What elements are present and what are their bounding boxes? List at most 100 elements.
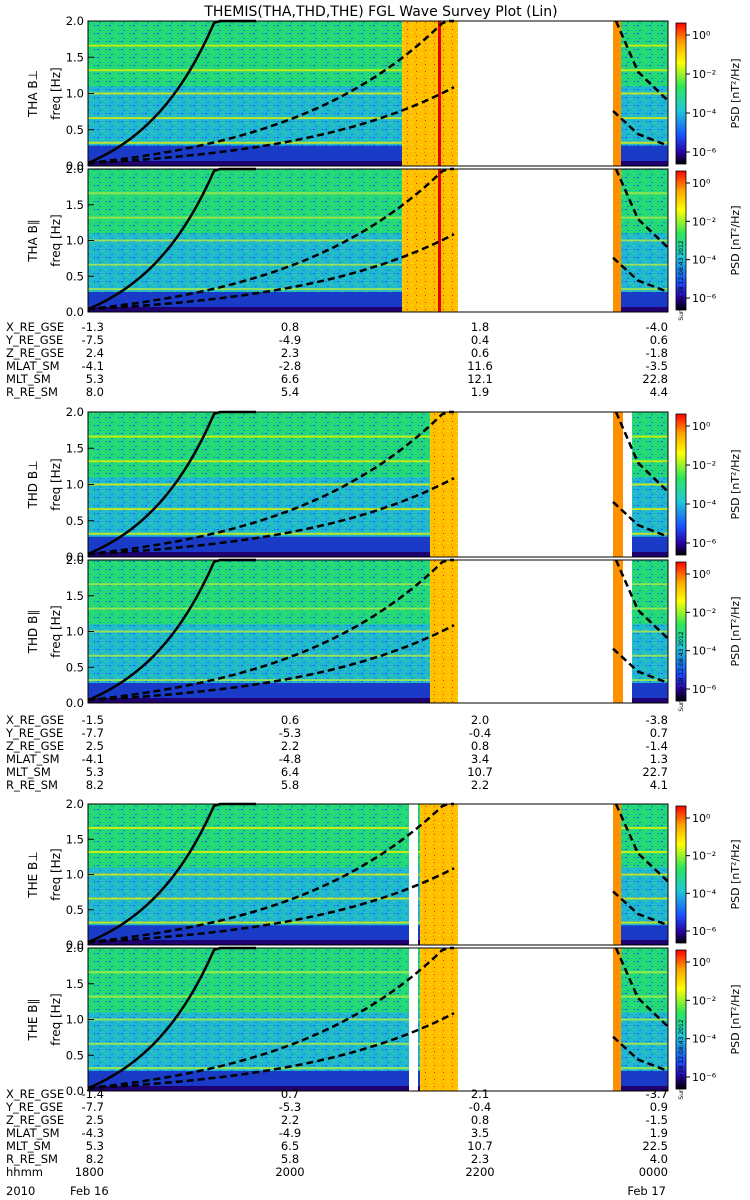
gyro-frequency-curve	[87, 19, 454, 165]
spectrogram-panels: 0.0 0.5 1.0 1.5 2.0 THA B⊥ freq [Hz] 10⁰ 10⁻² 10⁻…	[26, 14, 742, 1100]
colorbar	[675, 413, 687, 556]
panel-label: THD B∥	[26, 610, 40, 655]
gyro-frequency-curve	[87, 624, 455, 702]
ephemeris-value: 0.8	[281, 320, 299, 334]
frequency-axis-label: freq [Hz]	[49, 214, 63, 266]
ephemeris-value: -4.3	[82, 1126, 104, 1140]
plot-timestamp: Sun Sep 18 12:08:43 2012	[678, 240, 685, 320]
data-gap	[622, 560, 632, 703]
data-gap	[622, 412, 632, 557]
y-tick-label: 0.5	[66, 123, 84, 137]
colorbar-tick-label: 10⁻²	[692, 994, 716, 1007]
y-tick-label: 0.0	[66, 1084, 84, 1098]
colorbar	[675, 805, 687, 944]
gyro-frequency-curve	[614, 411, 669, 493]
y-tick-label: 0.0	[66, 696, 84, 710]
burst-band	[613, 412, 623, 557]
colorbar-tick-label: 10⁰	[692, 177, 711, 190]
y-tick-label: 1.0	[66, 87, 84, 101]
ephemeris-value: -3.5	[646, 359, 668, 373]
ephemeris-value: -4.0	[646, 320, 668, 334]
colorbar-tick-label: 10⁰	[692, 29, 711, 42]
ephemeris-value: 4.4	[650, 385, 668, 399]
gyro-frequency-curve	[614, 20, 669, 102]
y-tick-label: 2.0	[66, 405, 84, 419]
data-gap	[409, 948, 418, 1091]
colorbar-tick-label: 10⁻⁶	[692, 292, 717, 305]
colorbar	[675, 561, 687, 702]
frequency-axis-label: freq [Hz]	[49, 605, 63, 657]
colorbar	[675, 170, 687, 311]
gyro-frequency-curve	[614, 559, 669, 640]
ephemeris-value: 12.1	[467, 372, 493, 386]
ephemeris-value: 3.4	[471, 752, 489, 766]
chart-title: THEMIS(THA,THD,THE) FGL Wave Survey Plot…	[203, 4, 557, 20]
colorbar-tick-label: 10⁻⁶	[692, 537, 717, 550]
burst-band	[613, 560, 623, 703]
ephemeris-value: -4.9	[279, 333, 301, 347]
lowest-frequency-band	[88, 161, 668, 166]
ephemeris-value: 5.8	[281, 1152, 299, 1166]
ephemeris-value: 6.5	[281, 1139, 299, 1153]
ephemeris-value: 6.6	[281, 372, 299, 386]
ephemeris-value: 5.3	[86, 372, 104, 386]
ephemeris-value: 2200	[465, 1165, 494, 1179]
ephemeris-value: 10.7	[467, 765, 493, 779]
panel-label: THE B⊥	[26, 851, 40, 898]
gyro-frequency-curve	[87, 1012, 455, 1090]
ephemeris-value: 3.5	[471, 1126, 489, 1140]
colorbar-tick-label: 10⁻²	[692, 850, 716, 863]
ephemeris-row-name: Z_RE_GSE	[6, 739, 64, 753]
frequency-axis-label: freq [Hz]	[49, 67, 63, 119]
gyro-frequency-curve	[87, 802, 454, 944]
colorbar-tick-label: 10⁻⁴	[692, 107, 717, 120]
ephemeris-value: 22.7	[642, 765, 668, 779]
y-tick-label: 1.5	[66, 977, 84, 991]
ephemeris-value: 8.0	[86, 385, 104, 399]
colorbar-tick-label: 10⁻⁶	[692, 683, 717, 696]
y-tick-label: 0.0	[66, 550, 84, 564]
ephemeris-value: -7.7	[82, 726, 104, 740]
burst-band	[613, 948, 621, 1091]
ephemeris-value: 6.4	[281, 765, 299, 779]
ephemeris-row-name: X_RE_GSE	[6, 713, 64, 727]
colorbar-tick-label: 10⁻⁴	[692, 498, 717, 511]
ephemeris-value: 10.7	[467, 1139, 493, 1153]
y-tick-label: 0.5	[66, 269, 84, 283]
ephemeris-value: -5.3	[279, 726, 301, 740]
panel-label: THE B∥	[26, 999, 40, 1042]
y-tick-label: 2.0	[66, 553, 84, 567]
ephemeris-value: 2.5	[86, 739, 104, 753]
ephemeris-value: 0000	[639, 1165, 668, 1179]
red-spike	[438, 21, 441, 166]
ephemeris-value: 4.0	[650, 1152, 668, 1166]
ephemeris-row-name: MLT_SM	[6, 372, 51, 386]
ephemeris-value: 1.9	[650, 1126, 668, 1140]
ephemeris-value: -1.3	[82, 320, 104, 334]
ephemeris-tables: X_RE_GSE -1.3 0.8 1.8 -4.0Y_RE_GSE -7.5 -4.9 0.…	[5, 320, 668, 1179]
ephemeris-value: 2.2	[281, 739, 299, 753]
ephemeris-row-name: Y_RE_GSE	[5, 1100, 63, 1114]
y-tick-label: 1.0	[66, 868, 84, 882]
y-tick-label: 1.5	[66, 832, 84, 846]
y-tick-label: 1.0	[66, 625, 84, 639]
ephemeris-value: 22.8	[642, 372, 668, 386]
gyro-frequency-curve	[87, 86, 455, 165]
spectrogram-panel: 0.0 0.5 1.0 1.5 2.0 THD B∥ freq [Hz] 10⁰ 10⁻² 10⁻…	[26, 553, 742, 712]
data-gap	[458, 21, 613, 166]
data-gap	[458, 412, 613, 557]
colorbar-tick-label: 10⁻⁶	[692, 925, 717, 938]
lowest-frequency-band	[88, 940, 668, 945]
colorbar-tick-label: 10⁰	[692, 568, 711, 581]
date-start: Feb 16	[70, 1184, 109, 1198]
frequency-axis-label: freq [Hz]	[49, 458, 63, 510]
plot-timestamp: Sun Sep 18 12:08:43 2012	[678, 631, 685, 711]
date-year: 2010	[6, 1184, 35, 1198]
ephemeris-value: 1.8	[471, 320, 489, 334]
ephemeris-value: 0.8	[471, 1113, 489, 1127]
ephemeris-value: 2000	[275, 1165, 304, 1179]
ephemeris-value: -1.4	[82, 1087, 104, 1101]
ephemeris-value: -4.1	[82, 752, 104, 766]
ephemeris-value: 5.8	[281, 778, 299, 792]
plot-timestamp: Sun Sep 18 12:08:43 2012	[678, 1019, 685, 1099]
